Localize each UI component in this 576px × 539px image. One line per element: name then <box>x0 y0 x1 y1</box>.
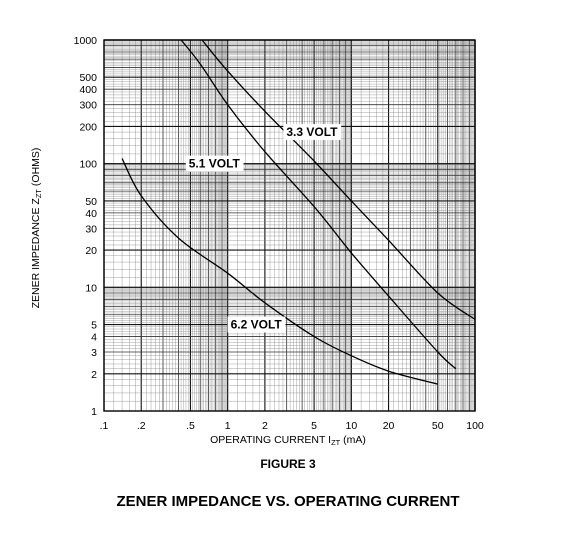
y-tick-label: 2 <box>91 369 97 381</box>
y-tick-label: 50 <box>85 196 97 208</box>
x-axis-title: OPERATING CURRENT IZT (mA) <box>210 434 366 447</box>
series-label-background <box>227 316 286 333</box>
series-label: 3.3 VOLT <box>286 125 338 139</box>
x-tick-label: .1 <box>100 420 109 432</box>
series-labels: 3.3 VOLT 5.1 VOLT 6.2 VOLT <box>185 124 342 333</box>
chart-title: ZENER IMPEDANCE VS. OPERATING CURRENT <box>116 493 459 510</box>
y-tick-label: 100 <box>79 159 97 171</box>
series-group <box>121 39 476 385</box>
y-axis-title: ZENER IMPEDANCE ZZT (OHMS) <box>30 148 43 309</box>
y-tick-label: 20 <box>85 245 97 257</box>
x-tick-label: 10 <box>345 420 357 432</box>
y-tick-label: 500 <box>79 72 97 84</box>
series-label: 5.1 VOLT <box>189 157 241 171</box>
series-label: 6.2 VOLT <box>231 318 283 332</box>
y-tick-label: 300 <box>79 100 97 112</box>
y-tick-label: 3 <box>91 347 97 359</box>
y-tick-label: 5 <box>91 320 97 332</box>
y-tick-label: 1000 <box>74 35 98 47</box>
y-tick-label: 4 <box>91 332 97 344</box>
figure-label: FIGURE 3 <box>260 457 316 471</box>
x-tick-label: 1 <box>225 420 231 432</box>
y-tick-label: 200 <box>79 121 97 133</box>
x-tick-label: .2 <box>137 420 146 432</box>
y-tick-label: 400 <box>79 84 97 96</box>
y-tick-label: 1 <box>91 406 97 418</box>
y-tick-label: 40 <box>85 208 97 220</box>
chart-grid <box>103 39 476 412</box>
x-tick-label: 5 <box>311 420 317 432</box>
series-label-background <box>283 124 342 141</box>
x-tick-label: 100 <box>466 420 484 432</box>
y-tick-label: 30 <box>85 223 97 235</box>
series-line-1 <box>201 39 476 320</box>
series-line-2 <box>180 39 457 370</box>
x-tick-label: 2 <box>262 420 268 432</box>
y-tick-label: 10 <box>85 282 97 294</box>
series-line-3 <box>121 158 438 385</box>
x-tick-label: 50 <box>432 420 444 432</box>
x-tick-label: 20 <box>383 420 395 432</box>
plot-frame <box>103 39 476 412</box>
x-tick-label: .5 <box>186 420 195 432</box>
x-tick-labels: .1 .2 .5 1 2 5 10 20 50 100 <box>100 420 484 432</box>
series-label-background <box>185 155 244 172</box>
